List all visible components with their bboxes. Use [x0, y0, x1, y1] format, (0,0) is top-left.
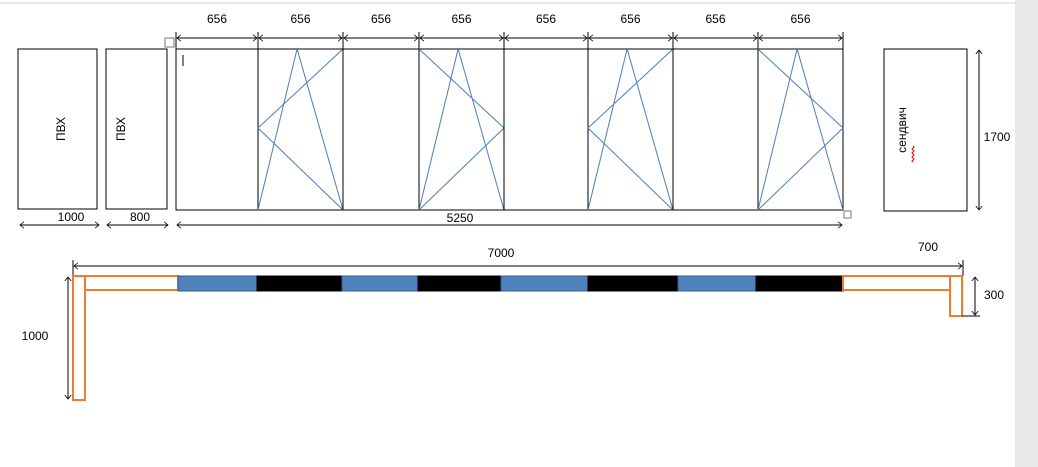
scrollbar	[1015, 0, 1038, 467]
panel	[105, 48, 168, 210]
dimension-label: 656	[451, 12, 471, 26]
dimension-label: 656	[620, 12, 640, 26]
dimension-label: 656	[536, 12, 556, 26]
sash-symbol	[257, 47, 344, 211]
dimension-label: 1000	[22, 329, 49, 343]
dimension-label: 656	[290, 12, 310, 26]
dimension-label: 656	[207, 12, 227, 26]
sash-symbol	[757, 48, 844, 211]
dimension-label: 700	[918, 240, 938, 254]
plan-glazing	[177, 275, 844, 292]
wall	[949, 275, 963, 317]
opaque-segment	[587, 275, 679, 292]
sash-symbol	[257, 48, 344, 211]
resize-handle[interactable]	[843, 210, 852, 219]
sash-symbol	[587, 48, 674, 211]
window-sections: 656 656 656 656 656 656 656 656	[175, 12, 844, 211]
move-handle[interactable]	[164, 37, 175, 48]
sash-symbol	[418, 47, 505, 211]
dimension-label: 800	[130, 210, 150, 224]
opaque-segment	[417, 275, 502, 292]
sash-symbol	[587, 47, 674, 211]
wall	[842, 275, 951, 291]
wall	[72, 275, 86, 401]
panel	[17, 48, 98, 210]
opaque-segment	[755, 275, 844, 292]
sash-symbol	[757, 47, 844, 211]
dimension-label: 656	[371, 12, 391, 26]
dimension-label: 1000	[58, 210, 85, 224]
wall	[84, 275, 179, 291]
spell-underline	[911, 145, 915, 163]
dimension-label: 5250	[447, 211, 474, 225]
glass-segment	[341, 275, 419, 292]
window-frame	[175, 48, 844, 211]
dimension-label: 1700	[984, 130, 1011, 144]
panel-label: ПВХ	[114, 117, 128, 141]
glass-segment	[177, 275, 258, 292]
glass-segment	[500, 275, 589, 292]
dimension-label: 7000	[488, 246, 515, 260]
panel-label: ПВХ	[54, 117, 68, 141]
opaque-segment	[256, 275, 343, 292]
dimension-label: 656	[705, 12, 725, 26]
dimension-label: 656	[790, 12, 810, 26]
sash-symbol	[418, 48, 505, 211]
dimension-label: 300	[984, 288, 1004, 302]
glass-segment	[677, 275, 757, 292]
sandwich-label: сендвич	[895, 107, 909, 153]
sandwich-panel	[883, 48, 968, 212]
